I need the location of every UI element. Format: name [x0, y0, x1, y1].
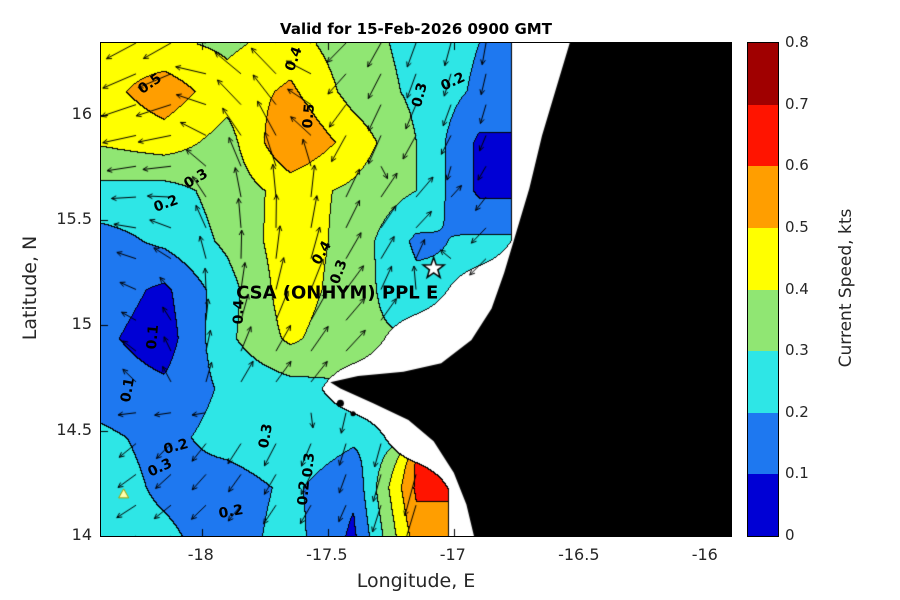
- colorbar-tick-label: 0: [785, 526, 795, 544]
- x-tick-label: -16.5: [558, 545, 600, 564]
- colorbar-label: Current Speed, kts: [836, 208, 856, 368]
- plot-title: Valid for 15-Feb-2026 0900 GMT: [280, 20, 552, 38]
- colorbar-tick-label: 0.6: [785, 156, 809, 175]
- colorbar-band: [748, 166, 778, 228]
- colorbar-tick-label: 0.3: [785, 341, 809, 360]
- y-tick-label: 14.5: [56, 419, 92, 439]
- x-tick-label: -16: [691, 545, 718, 564]
- y-tick-label: 16: [71, 103, 92, 123]
- colorbar-band: [748, 43, 778, 105]
- y-axis-label: Latitude, N: [19, 235, 41, 341]
- colorbar-tick-label: 0.5: [785, 217, 809, 236]
- contour-map-canvas: [100, 42, 732, 537]
- y-tick-label: 15.5: [56, 208, 92, 228]
- x-tick-label: -18: [187, 545, 214, 564]
- colorbar-band: [748, 104, 778, 167]
- map-annotation: CSA (ONHYM) PPL E: [236, 282, 439, 304]
- colorbar-tick-label: 0.1: [785, 464, 809, 483]
- x-axis-label: Longitude, E: [356, 570, 476, 592]
- x-tick-label: -17: [439, 545, 466, 564]
- colorbar-tick-label: 0.4: [785, 279, 809, 298]
- colorbar: [747, 42, 779, 537]
- colorbar-tick-label: 0.8: [785, 33, 809, 51]
- colorbar-band: [748, 289, 778, 352]
- colorbar-tick-label: 0.2: [785, 402, 809, 421]
- y-tick-label: 15: [71, 314, 92, 334]
- colorbar-band: [748, 227, 778, 290]
- y-tick-label: 14: [71, 525, 92, 544]
- colorbar-band: [748, 351, 778, 413]
- colorbar-band: [748, 412, 778, 475]
- colorbar-band: [748, 474, 778, 536]
- colorbar-tick-label: 0.7: [785, 94, 809, 113]
- x-tick-label: -17.5: [306, 545, 348, 564]
